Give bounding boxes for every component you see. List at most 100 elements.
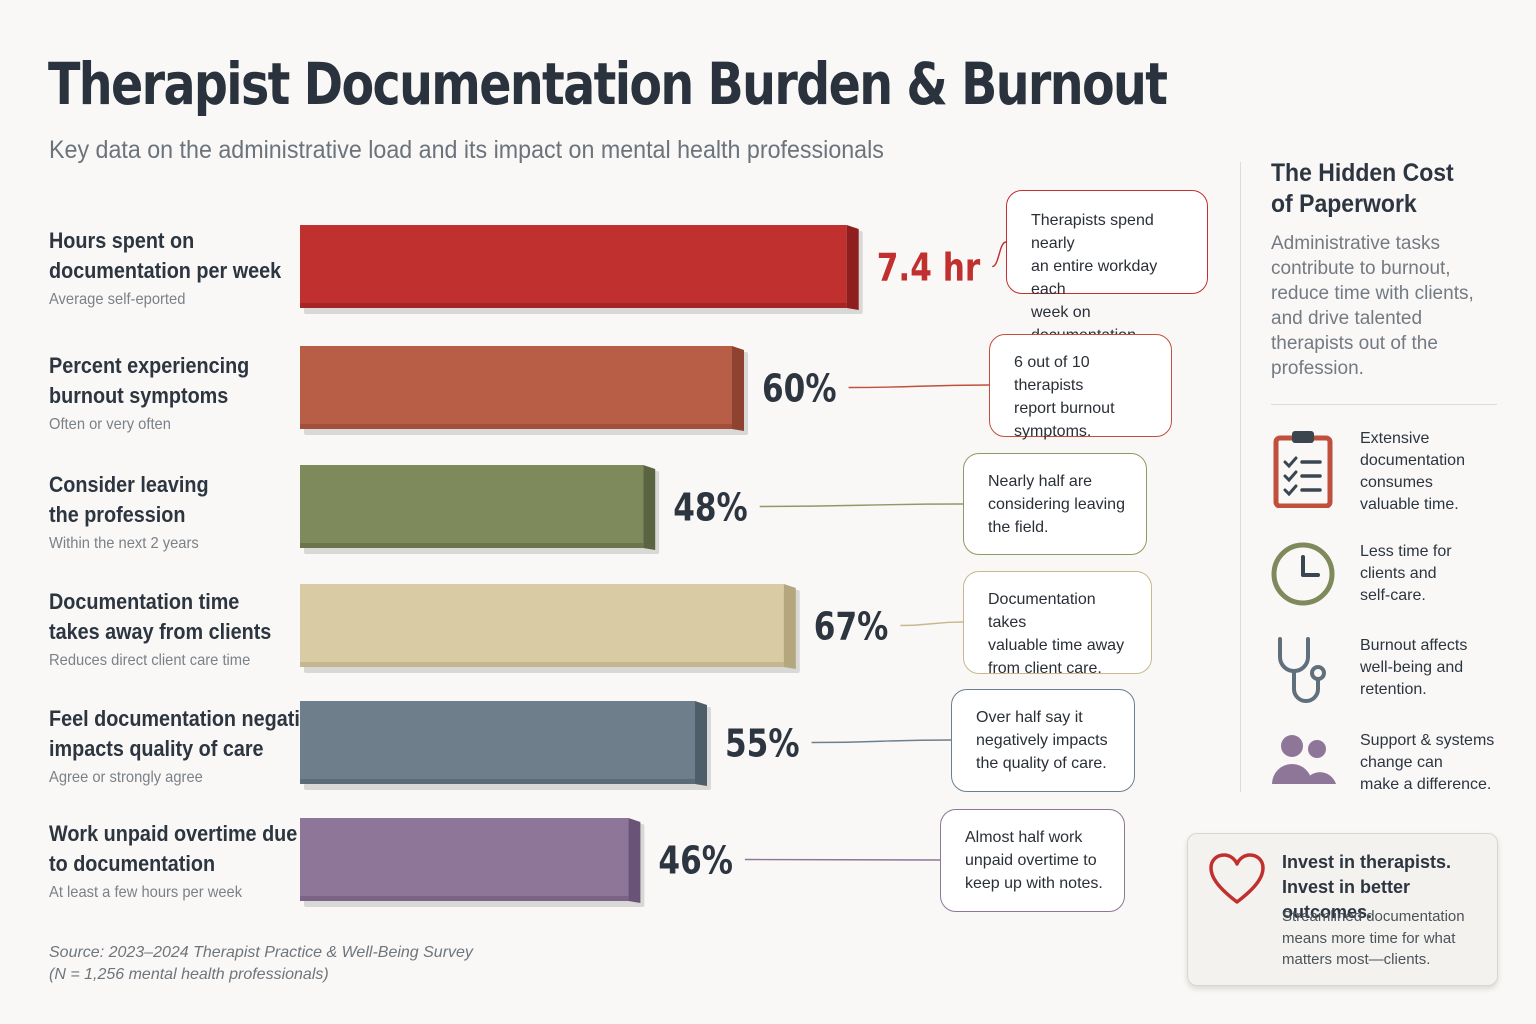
sidebar-item-text: Burnout affects well-being and retention… [1360,635,1508,701]
bar-side [732,346,744,431]
row-note: At least a few hours per week [49,884,243,901]
row-label-line: documentation per week [49,258,282,283]
callout-line: Documentation takes [988,591,1096,631]
invest-body: Streamlined documentation means more tim… [1282,906,1487,971]
row-label-line: Hours spent on [49,228,195,253]
invest-body-line: matters most—clients. [1282,951,1431,968]
bar [300,584,784,667]
invest-heading-line: Invest in better outcomes. [1282,877,1411,922]
sidebar-item-documentation: Extensive documentation consumes valuabl… [1268,428,1508,513]
source-note: Source: 2023–2024 Therapist Practice & W… [49,942,489,986]
row-note: Average self-eported [49,291,186,308]
callout-connector [759,503,964,508]
row-label-line: Consider leaving [49,472,209,497]
bar [300,346,732,429]
bar-value-label: 60% [762,368,837,412]
invest-box: Invest in therapists. Invest in better o… [1187,833,1498,986]
callout-line: keep up with notes. [965,875,1103,892]
callout-line: Over half say it [976,709,1083,726]
sidebar-item-support: Support & systems change can make a diff… [1268,730,1508,814]
row-label-line: to documentation [49,851,216,876]
callout-leaving: Nearly half are considering leaving the … [963,453,1147,555]
bar-edge [300,662,784,667]
callout-connector [900,621,964,627]
sidebar-item-line: Extensive [1360,430,1430,447]
clipboard-checklist-icon [1273,431,1333,508]
sidebar-item-line: change can [1360,754,1443,771]
row-label-line: impacts quality of care [49,736,264,761]
bar-side [783,584,796,669]
invest-body-line: Streamlined documentation [1282,908,1465,925]
bar-side [695,701,707,786]
page-title: Therapist Documentation Burden & Burnout [48,50,1168,118]
page-subtitle: Key data on the administrative load and … [49,136,884,164]
row-label-hours: Hours spent on documentation per week Av… [49,226,299,309]
sidebar-item-line: well-being and [1360,659,1464,676]
sidebar-item-text: Support & systems change can make a diff… [1360,730,1508,796]
callout-hours: Therapists spend nearly an entire workda… [1006,190,1208,344]
bar [300,465,644,548]
callout-line: an entire workday each [1031,258,1158,298]
bar-edge [300,543,644,548]
callout-line: the field. [988,519,1049,536]
sidebar-item-time: Less time for clients and self-care. [1268,541,1508,625]
invest-heading-line: Invest in therapists. [1282,852,1452,872]
callout-line: valuable time away [988,637,1125,654]
bar-value-label: 67% [814,606,889,650]
row-label-line: takes away from clients [49,619,272,644]
sidebar-divider [1240,162,1241,792]
invest-heading: Invest in therapists. Invest in better o… [1282,850,1497,925]
sidebar-item-line: self-care. [1360,587,1426,604]
bar-chart: 7.4 hr 60% 48% 67% 55% 46% [300,225,1007,907]
row-note: Agree or strongly agree [49,769,203,786]
row-label-client-time: Documentation time takes away from clien… [49,587,299,670]
sidebar-title-line: The Hidden Cost [1271,159,1454,187]
people-icon [1272,735,1336,784]
row-label-line: Documentation time [49,589,240,614]
callout-line: considering leaving [988,496,1125,513]
callout-line: Nearly half are [988,473,1093,490]
row-note: Within the next 2 years [49,535,199,552]
row-label-line: burnout symptoms [49,383,229,408]
sidebar-item-line: consumes [1360,474,1433,491]
bar-value-label: 55% [725,723,800,767]
callout-line: negatively impacts [976,732,1108,749]
sidebar-item-line: make a difference. [1360,776,1492,793]
callout-connector [744,858,941,861]
callout-burnout: 6 out of 10 therapists report burnout sy… [989,334,1172,440]
callout-quality: Over half say it negatively impacts the … [951,689,1135,792]
sidebar-item-wellbeing: Burnout affects well-being and retention… [1268,635,1508,719]
callout-connector [848,384,990,389]
sidebar-description: Administrative tasks contribute to burno… [1271,233,1474,379]
row-label-line: the profession [49,502,186,527]
bar-edge [300,779,695,784]
source-line: (N = 1,256 mental health professionals) [49,966,329,983]
sidebar-item-line: valuable time. [1360,496,1459,513]
callout-line: Therapists spend nearly [1031,212,1154,252]
bar [300,225,847,308]
row-label-leaving: Consider leaving the profession Within t… [49,470,299,553]
sidebar-item-line: documentation [1360,452,1465,469]
bar [300,701,695,784]
callout-line: from client care. [988,660,1102,677]
row-note: Often or very often [49,416,171,433]
callout-line: Almost half work [965,829,1083,846]
sidebar-item-line: Support & systems [1360,732,1495,749]
callout-line: 6 out of 10 therapists [1014,354,1090,394]
sidebar-title: The Hidden Cost of Paperwork [1271,158,1492,220]
clock-icon [1271,542,1335,606]
bar-edge [300,303,847,308]
sidebar-item-line: clients and [1360,565,1437,582]
bar-edge [300,424,732,429]
row-label-overtime: Work unpaid overtime due to documentatio… [49,819,299,902]
callout-client-time: Documentation takes valuable time away f… [963,571,1152,677]
callout-connector [811,739,952,744]
callout-line: report burnout [1014,400,1115,417]
row-label-line: Percent experiencing [49,353,250,378]
callout-overtime: Almost half work unpaid overtime to keep… [940,809,1125,912]
bar-value-label: 46% [658,840,733,884]
invest-body-line: means more time for what [1282,929,1456,947]
heart-icon [1209,853,1265,904]
bar-value-label: 7.4 hr [877,247,981,291]
callout-line: unpaid overtime to [965,852,1097,869]
